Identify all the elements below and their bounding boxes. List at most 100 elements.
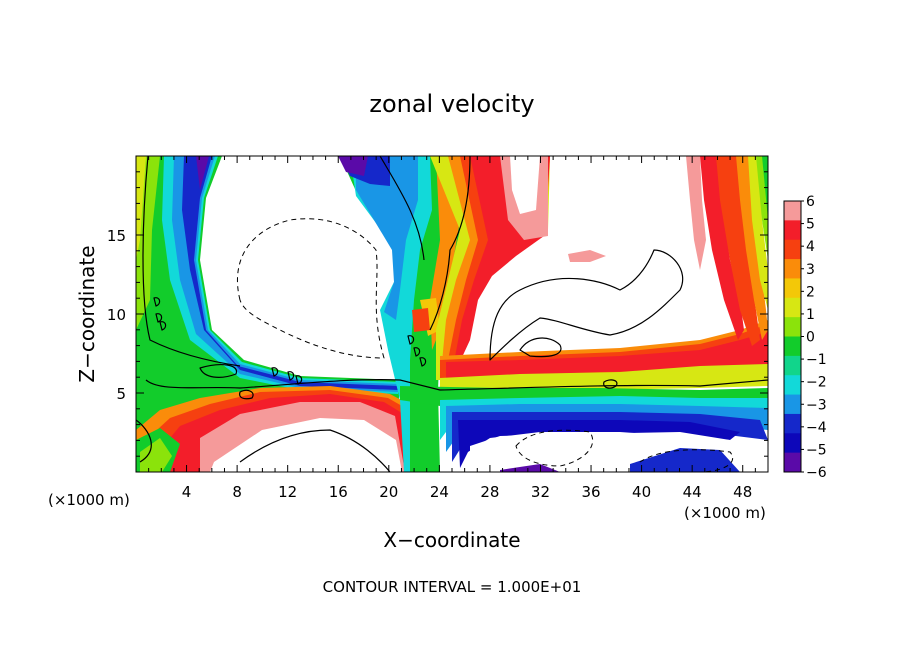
- x-axis-ticks: 4 8 12 16 20 24 28 32 36 40 44 48: [148, 156, 756, 501]
- colorbar-swatch: [784, 239, 801, 260]
- contour-line: [239, 389, 254, 400]
- colorbar-label: −5: [806, 442, 827, 458]
- field-layer: [210, 418, 402, 472]
- x-axis-unit: (×1000 m): [684, 504, 766, 522]
- contour-line: [236, 218, 385, 359]
- contour-line: [603, 379, 618, 389]
- colorbar-label: 4: [806, 239, 815, 255]
- colorbar-swatch: [784, 394, 801, 415]
- contour-interval-note: CONTOUR INTERVAL = 1.000E+01: [323, 578, 582, 596]
- field-layer: [182, 156, 398, 390]
- colorbar-swatch: [784, 278, 801, 299]
- y-tick-label: 10: [107, 306, 126, 324]
- colorbar-swatch: [784, 297, 801, 318]
- x-tick-label: 12: [278, 483, 297, 501]
- x-axis-label: X−coordinate: [383, 528, 520, 552]
- field-layer: [412, 308, 430, 332]
- field-layer: [736, 156, 768, 340]
- colorbar-label: −1: [806, 352, 827, 368]
- contour-lines-negative: [236, 218, 733, 472]
- field-region-upper-right: [430, 156, 606, 380]
- colorbar-swatch: [784, 452, 801, 473]
- x-tick-label: 44: [683, 483, 702, 501]
- field-layer: [716, 156, 760, 346]
- colorbar-label: 5: [806, 217, 815, 233]
- contour-line: [155, 313, 163, 323]
- contour-line: [489, 249, 684, 361]
- x-tick-label: 48: [733, 483, 752, 501]
- field-layer: [420, 298, 440, 336]
- field-layer: [194, 156, 209, 190]
- contour-line: [295, 375, 303, 385]
- colorbar-swatch: [784, 201, 801, 221]
- colorbar-swatch: [784, 220, 801, 241]
- contour-line: [239, 429, 391, 472]
- velocity-field: [136, 156, 768, 472]
- field-layer: [140, 438, 172, 472]
- y-axis-ticks: 5 10 15: [107, 171, 768, 457]
- contour-line: [153, 297, 161, 307]
- x-tick-label: 24: [430, 483, 449, 501]
- colorbar: 6 5 4 3 2 1 0 −1 −2 −3 −4 −5 −6: [783, 194, 827, 481]
- contour-line: [519, 337, 562, 358]
- colorbar-label: 6: [806, 194, 815, 210]
- contour-line: [199, 364, 238, 378]
- colorbar-label: 2: [806, 284, 815, 300]
- colorbar-label: −4: [806, 420, 827, 436]
- y-axis-unit: (×1000 m): [48, 491, 130, 509]
- contour-line: [515, 429, 593, 467]
- field-layer: [510, 156, 540, 214]
- y-axis-label: Z−coordinate: [75, 245, 99, 382]
- colorbar-swatch: [784, 355, 801, 376]
- contour-line: [407, 335, 415, 345]
- colorbar-swatch: [784, 375, 801, 396]
- x-tick-label: 16: [329, 483, 348, 501]
- contour-line: [271, 367, 279, 377]
- field-region-right-wall: [686, 156, 768, 346]
- field-region-left: [136, 156, 400, 440]
- contour-line: [639, 449, 733, 472]
- colorbar-label: 1: [806, 307, 815, 323]
- colorbar-swatch: [784, 433, 801, 454]
- field-region-right-band: [400, 320, 768, 472]
- plot-area: [135, 155, 769, 473]
- contour-line: [136, 419, 152, 463]
- x-tick-label: 4: [182, 483, 192, 501]
- field-layer: [700, 156, 744, 340]
- x-tick-label: 40: [632, 483, 651, 501]
- colorbar-swatch: [784, 317, 801, 337]
- field-layer: [630, 448, 740, 472]
- field-layer: [338, 156, 368, 176]
- field-layer: [136, 156, 146, 260]
- field-layer: [686, 156, 706, 270]
- contour-line: [145, 379, 768, 391]
- field-region-lower-left: [136, 386, 430, 472]
- colorbar-label: −3: [806, 397, 827, 413]
- colorbar-label: −2: [806, 375, 827, 391]
- contour-line: [159, 321, 167, 331]
- colorbar-label: 3: [806, 262, 815, 278]
- colorbar-swatch: [784, 259, 801, 279]
- x-tick-label: 8: [232, 483, 242, 501]
- field-layer: [458, 420, 740, 468]
- x-tick-label: 36: [581, 483, 600, 501]
- contour-line: [413, 347, 421, 357]
- y-tick-label: 5: [116, 385, 126, 403]
- field-layer: [568, 250, 606, 262]
- contour-line: [379, 156, 425, 261]
- colorbar-swatch: [784, 413, 801, 434]
- y-tick-label: 15: [107, 227, 126, 245]
- x-tick-label: 20: [379, 483, 398, 501]
- x-tick-label: 28: [480, 483, 499, 501]
- x-tick-label: 32: [531, 483, 550, 501]
- field-layer: [440, 364, 768, 394]
- contour-line: [429, 156, 471, 331]
- field-layer: [136, 156, 400, 440]
- contour-lines: [136, 156, 768, 472]
- contour-line: [142, 156, 241, 367]
- chart-title: zonal velocity: [369, 90, 534, 118]
- colorbar-swatch: [784, 336, 801, 357]
- colorbar-label: −6: [806, 465, 827, 481]
- field-layer: [748, 156, 768, 310]
